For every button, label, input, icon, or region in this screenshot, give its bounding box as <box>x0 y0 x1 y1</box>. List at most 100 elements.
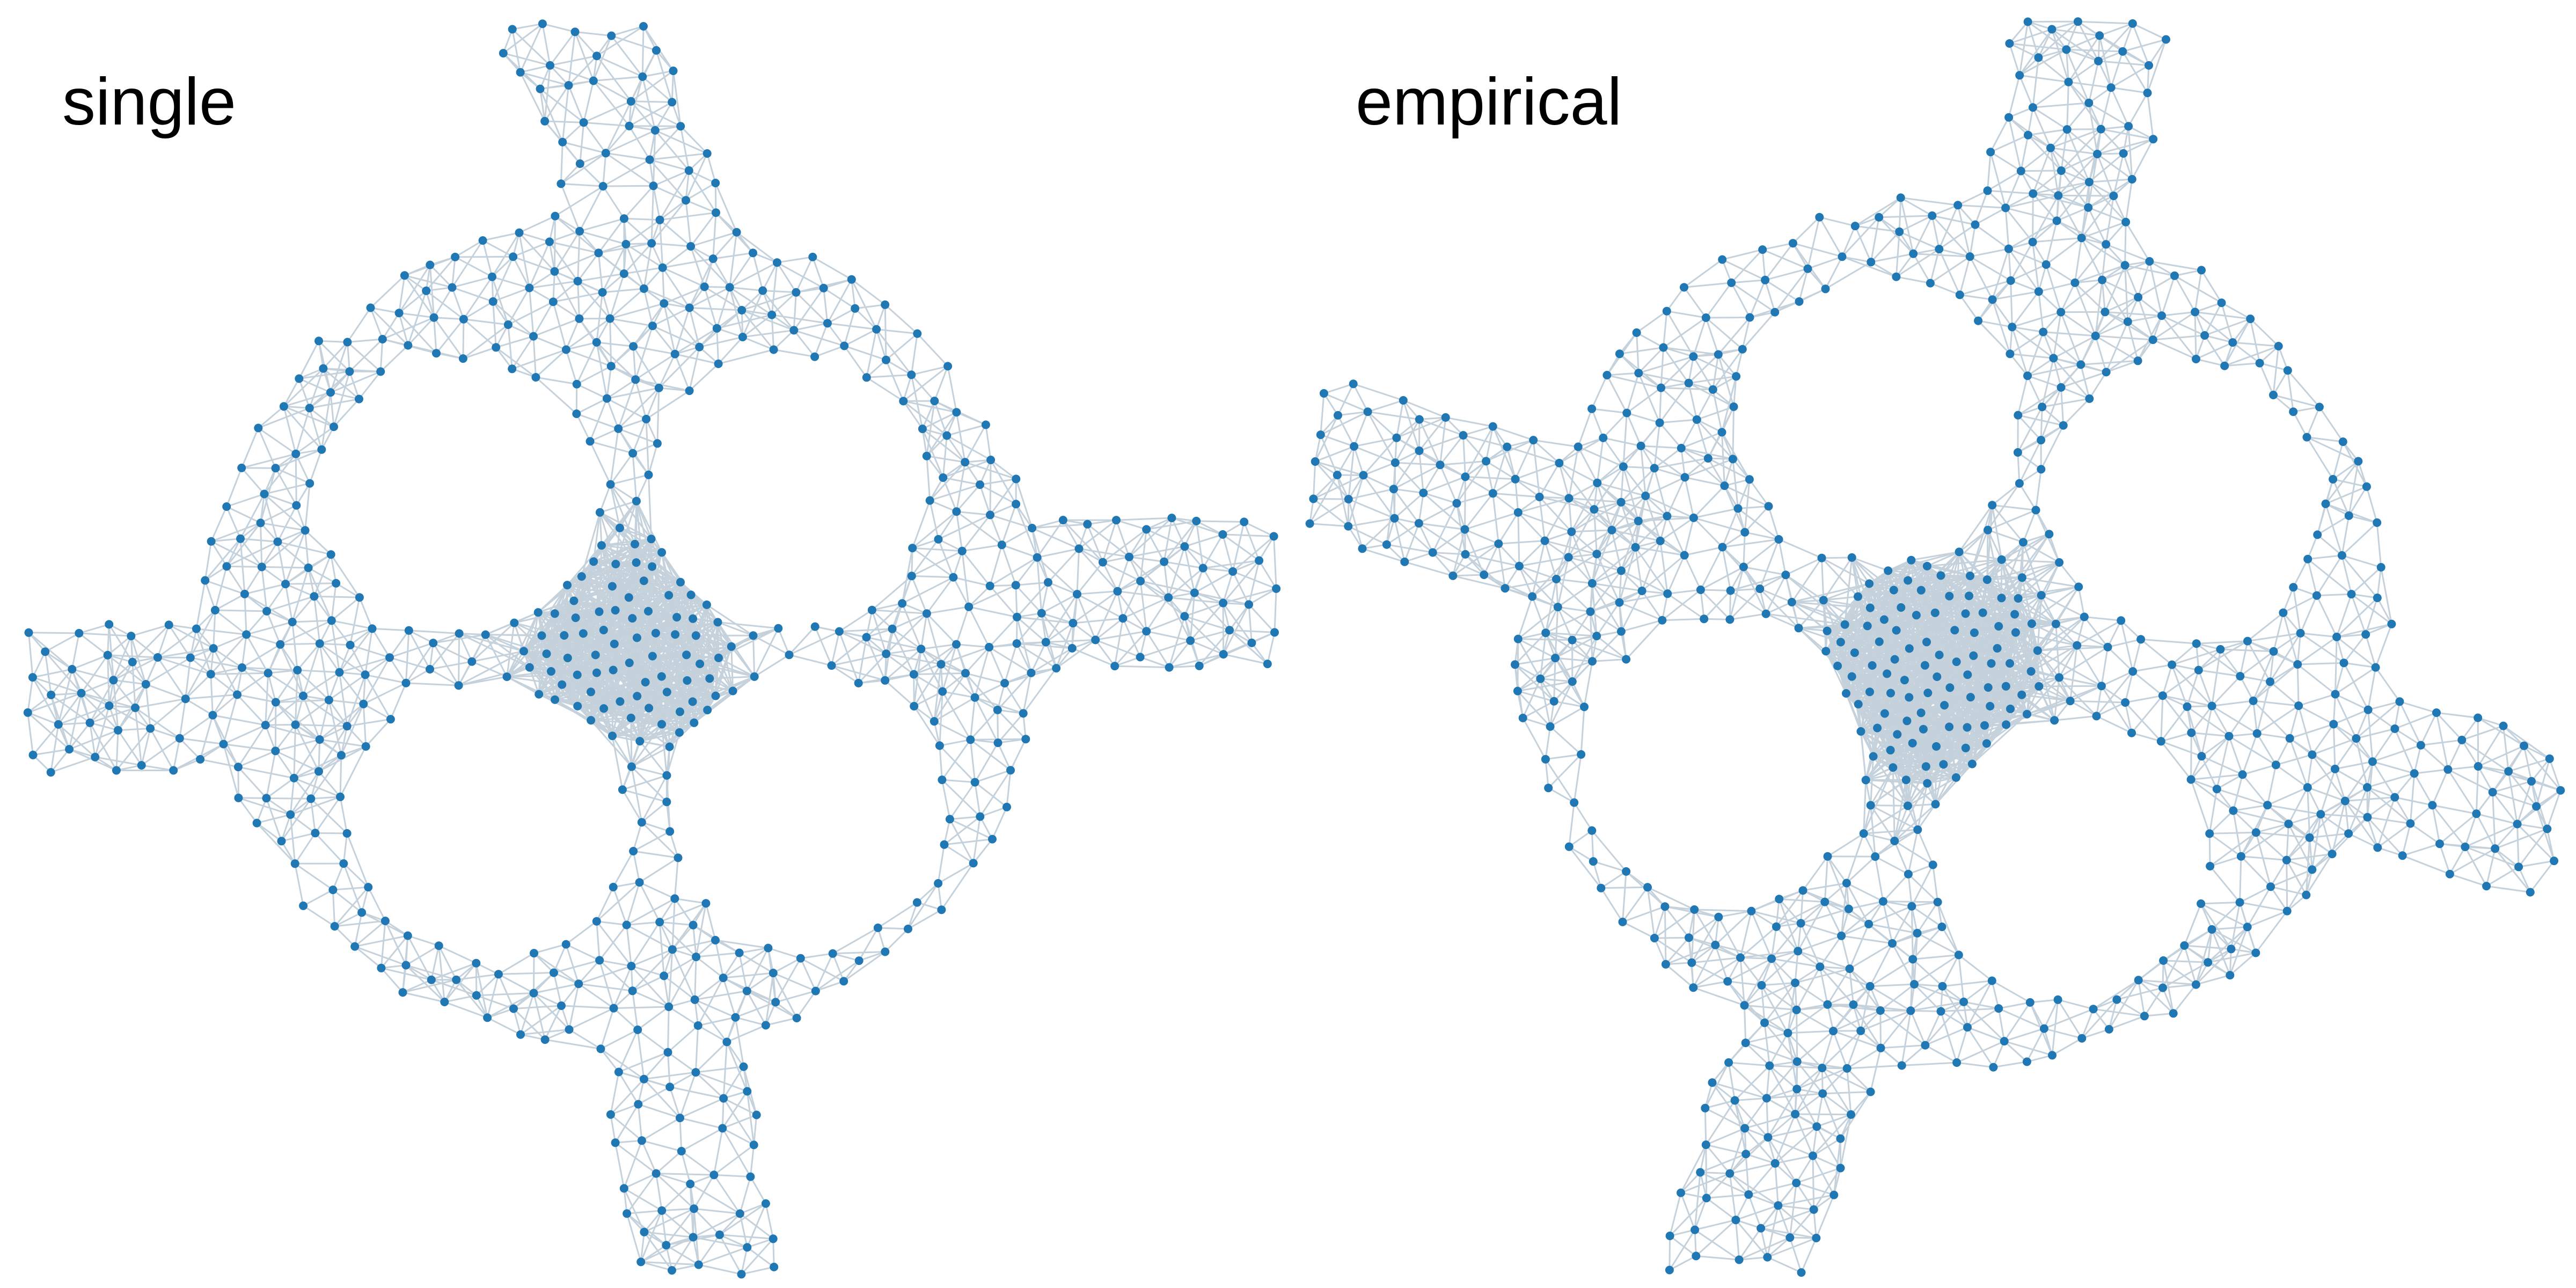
graph-edge <box>579 291 603 319</box>
graph-edge <box>210 648 215 675</box>
graph-edge <box>189 628 197 658</box>
graph-edge <box>533 335 567 350</box>
graph-edge <box>1763 982 1796 1023</box>
graph-edge <box>2032 241 2040 292</box>
graph-node <box>499 49 508 58</box>
graph-edge <box>260 522 305 531</box>
graph-node <box>516 68 525 77</box>
graph-edge <box>492 301 509 325</box>
graph-node <box>65 745 74 754</box>
graph-edge <box>2077 21 2099 62</box>
graph-edge <box>956 510 991 516</box>
graph-edge <box>1738 1227 1762 1261</box>
graph-node <box>611 1138 620 1147</box>
graph-edge <box>2058 153 2098 196</box>
graph-edge <box>726 1024 766 1043</box>
graph-edge <box>641 801 668 823</box>
graph-edge <box>955 606 970 645</box>
graph-edge <box>920 613 928 649</box>
graph-edge <box>283 406 297 455</box>
graph-edge <box>1545 726 1552 759</box>
graph-node <box>668 945 677 954</box>
graph-edge <box>81 692 136 709</box>
graph-edge <box>884 928 909 953</box>
graph-node <box>688 697 697 706</box>
graph-edge <box>319 642 366 676</box>
graph-edge <box>1045 639 1096 643</box>
graph-node <box>599 626 608 634</box>
graph-edge <box>1966 1027 1994 1068</box>
graph-edge <box>590 691 638 697</box>
graph-edge <box>554 185 604 217</box>
graph-edge <box>939 745 976 783</box>
graph-node <box>141 680 150 689</box>
graph-node <box>563 581 572 590</box>
graph-node <box>713 618 722 627</box>
graph-edge <box>1145 597 1169 632</box>
graph-edge <box>989 459 992 515</box>
graph-edge <box>661 663 700 677</box>
graph-edge <box>463 346 496 360</box>
graph-edge <box>379 339 384 372</box>
graph-edge <box>1196 520 1224 536</box>
graph-edge <box>844 345 887 361</box>
graph-edge <box>2233 810 2257 833</box>
graph-edge <box>520 1028 569 1036</box>
graph-edge <box>623 243 653 275</box>
graph-edge <box>1015 479 1033 529</box>
graph-edge <box>640 1244 667 1263</box>
graph-edge <box>1767 1088 1798 1138</box>
graph-edge <box>244 566 263 595</box>
graph-edge <box>299 370 350 379</box>
graph-edge <box>989 642 1017 648</box>
graph-edge <box>1352 383 1368 412</box>
graph-edge <box>1016 612 1042 645</box>
graph-node <box>711 935 720 945</box>
graph-edge <box>610 428 619 485</box>
graph-edge <box>831 636 867 667</box>
graph-edge <box>261 541 279 568</box>
graph-edge <box>1747 1194 1762 1229</box>
graph-edge <box>885 359 912 376</box>
graph-edge <box>665 1208 695 1246</box>
graph-edge <box>2300 595 2318 634</box>
graph-edge <box>636 695 680 713</box>
graph-edge <box>1072 622 1096 641</box>
graph-node <box>592 52 601 61</box>
graph-edge <box>2309 800 2346 838</box>
graph-edge <box>2095 335 2153 341</box>
graph-node <box>186 653 195 662</box>
graph-edge <box>753 654 790 678</box>
graph-edge <box>639 882 661 923</box>
graph-edge <box>458 667 530 686</box>
graph-edge <box>568 32 576 86</box>
graph-node <box>976 812 985 821</box>
graph-edge <box>747 1238 774 1248</box>
graph-edge <box>1706 1128 1745 1146</box>
graph-edge <box>689 308 700 347</box>
graph-edge <box>604 707 680 713</box>
graph-node <box>1190 588 1199 597</box>
graph-edge <box>650 186 654 244</box>
graph-edge <box>739 947 769 954</box>
graph-edge <box>858 927 879 961</box>
graph-edge <box>1735 1194 1750 1220</box>
graph-node <box>847 275 856 284</box>
graph-edge <box>1992 980 2031 1004</box>
graph-edge <box>293 724 296 778</box>
graph-edge <box>624 217 660 221</box>
graph-edge <box>590 720 633 767</box>
graph-edge <box>27 712 70 750</box>
graph-edge <box>239 493 265 539</box>
graph-node <box>715 1230 724 1239</box>
graph-edge <box>644 1231 693 1238</box>
graph-edge <box>1116 517 1172 521</box>
graph-edge <box>475 974 499 996</box>
graph-edge <box>634 325 654 380</box>
graph-edge <box>211 522 261 543</box>
graph-edge <box>578 965 632 985</box>
graph-edge <box>626 1213 642 1262</box>
graph-node <box>1067 643 1077 653</box>
graph-edge <box>491 232 520 277</box>
graph-edge <box>1102 529 1147 563</box>
